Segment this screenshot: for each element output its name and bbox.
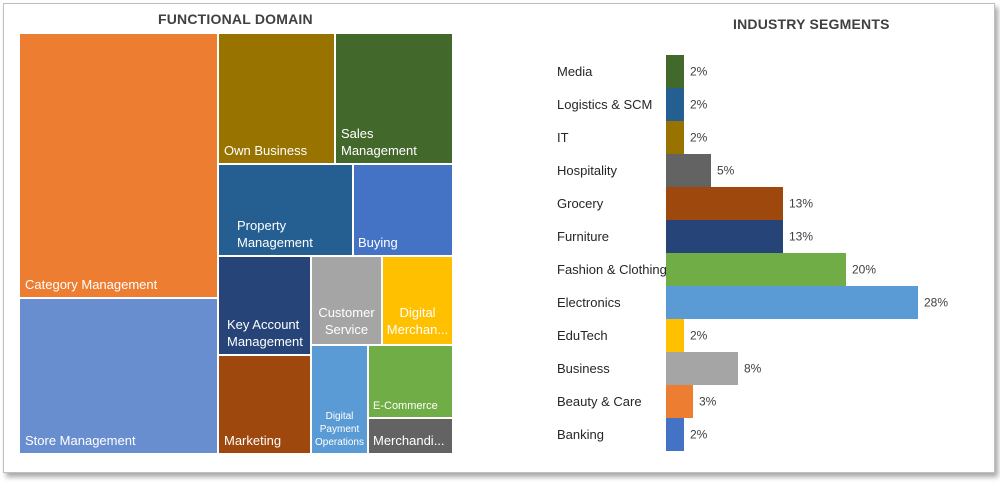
bar <box>666 187 783 220</box>
treemap-tile: E-Commerce <box>368 345 453 418</box>
treemap-tile: Buying <box>353 164 453 256</box>
category-label: Electronics <box>557 295 621 310</box>
value-label: 3% <box>699 395 717 409</box>
treemap-tile-label: Sales Management <box>341 126 417 158</box>
treemap-tile-label: Customer Service <box>318 305 375 337</box>
category-label: Media <box>557 64 593 79</box>
category-label: Hospitality <box>557 163 617 178</box>
category-label: Logistics & SCM <box>557 97 652 112</box>
bar <box>666 418 684 451</box>
category-label: EduTech <box>557 328 608 343</box>
treemap-tile-label: Digital Payment Operations <box>315 411 364 448</box>
treemap-tile: Marketing <box>218 355 311 454</box>
value-label: 28% <box>924 296 948 310</box>
bar <box>666 253 846 286</box>
treemap-tile-label: Digital Merchan... <box>386 305 449 337</box>
treemap-tile: Customer Service <box>311 256 382 345</box>
bar-chart-title: INDUSTRY SEGMENTS <box>733 16 890 32</box>
category-label: Fashion & Clothing <box>557 262 667 277</box>
treemap-tile-label: Buying <box>358 235 398 250</box>
value-label: 20% <box>852 263 876 277</box>
treemap-tile-label: Key Account Management <box>227 317 303 349</box>
bar <box>666 220 783 253</box>
treemap-title: FUNCTIONAL DOMAIN <box>158 11 313 27</box>
treemap-tile: Digital Merchan... <box>382 256 453 345</box>
treemap-tile-label: Category Management <box>25 277 158 292</box>
bar <box>666 154 711 187</box>
category-label: Grocery <box>557 196 604 211</box>
bar <box>666 88 684 121</box>
bar <box>666 55 684 88</box>
treemap-tile: Property Management <box>218 164 353 256</box>
value-label: 8% <box>744 362 762 376</box>
category-label: Furniture <box>557 229 609 244</box>
treemap-tile-label: Merchandi... <box>373 433 445 448</box>
treemap-tile: Sales Management <box>335 33 453 164</box>
value-label: 2% <box>690 428 708 442</box>
treemap-tile-label: Own Business <box>224 143 308 158</box>
value-label: 13% <box>789 197 813 211</box>
treemap-tile: Merchandi... <box>368 418 453 454</box>
treemap-tile: Store Management <box>19 298 218 454</box>
treemap-tile-label: Store Management <box>25 433 136 448</box>
bar <box>666 319 684 352</box>
value-label: 5% <box>717 164 735 178</box>
bar <box>666 121 684 154</box>
category-label: IT <box>557 130 569 145</box>
bar <box>666 352 738 385</box>
treemap-tile: Key Account Management <box>218 256 311 355</box>
category-label: Banking <box>557 427 604 442</box>
value-label: 2% <box>690 98 708 112</box>
value-label: 2% <box>690 65 708 79</box>
treemap-tile-label: Marketing <box>224 433 282 448</box>
treemap-tile: Own Business <box>218 33 335 164</box>
bar <box>666 286 918 319</box>
treemap-tile-label: Property Management <box>237 218 313 250</box>
treemap-tile: Digital Payment Operations <box>311 345 368 454</box>
category-label: Beauty & Care <box>557 394 642 409</box>
treemap-tile-label: E-Commerce <box>373 400 438 412</box>
value-label: 13% <box>789 230 813 244</box>
treemap-tile: Category Management <box>19 33 218 298</box>
category-label: Business <box>557 361 610 376</box>
bar <box>666 385 693 418</box>
value-label: 2% <box>690 131 708 145</box>
value-label: 2% <box>690 329 708 343</box>
